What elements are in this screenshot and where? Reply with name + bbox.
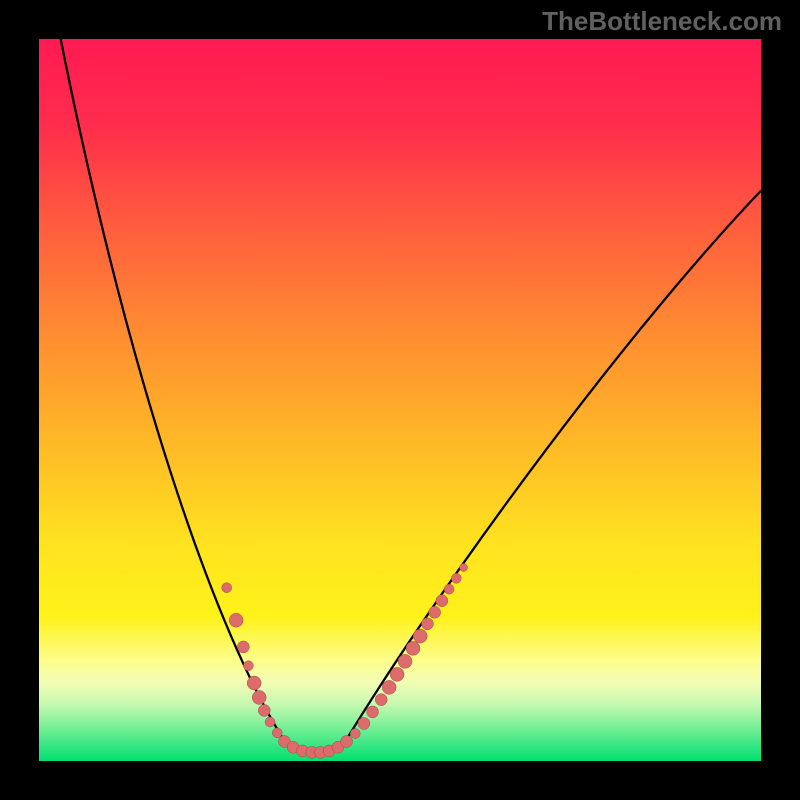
data-point — [258, 704, 270, 716]
data-point — [460, 564, 468, 572]
data-point — [375, 694, 387, 706]
data-point — [341, 736, 353, 748]
data-point — [229, 613, 243, 627]
chart-container: TheBottleneck.com — [0, 0, 800, 800]
data-point — [429, 606, 441, 618]
data-point — [444, 584, 454, 594]
data-point — [451, 573, 461, 583]
data-point — [243, 661, 253, 671]
plot-area — [39, 39, 761, 761]
data-point — [222, 583, 232, 593]
data-point — [421, 618, 433, 630]
data-point — [350, 729, 360, 739]
data-point — [413, 629, 427, 643]
data-point — [247, 676, 261, 690]
data-point — [406, 641, 420, 655]
data-point — [272, 728, 282, 738]
data-point — [358, 717, 370, 729]
watermark-text: TheBottleneck.com — [542, 6, 782, 37]
data-point — [382, 680, 396, 694]
data-point — [252, 690, 266, 704]
data-point — [237, 641, 249, 653]
data-point — [398, 654, 412, 668]
data-point — [436, 595, 448, 607]
data-point — [265, 717, 275, 727]
data-point — [367, 706, 379, 718]
data-point — [390, 667, 404, 681]
